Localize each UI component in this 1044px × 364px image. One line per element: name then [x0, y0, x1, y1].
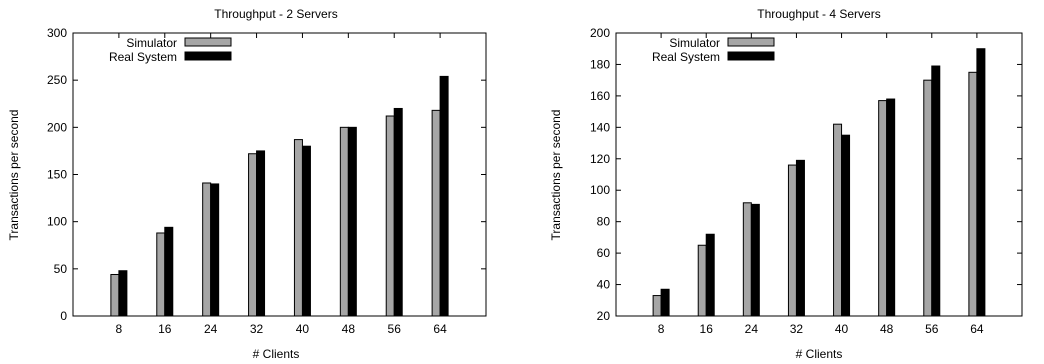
- bar-simulator: [878, 100, 888, 317]
- x-tick-label: 56: [388, 322, 402, 336]
- legend-label-real-system: Real System: [109, 50, 177, 64]
- bar-real-system: [439, 75, 449, 317]
- bar-real-system: [347, 126, 357, 317]
- legend-label-real-system: Real System: [652, 50, 720, 64]
- y-tick-label: 120: [590, 152, 610, 166]
- x-tick-label: 16: [158, 322, 172, 336]
- bar-simulator: [110, 273, 120, 317]
- bar-simulator: [697, 244, 707, 317]
- bar-simulator: [339, 126, 349, 317]
- y-tick-label: 150: [47, 168, 67, 182]
- chart-title: Throughput - 4 Servers: [757, 7, 880, 21]
- y-tick-label: 60: [597, 246, 611, 260]
- x-tick-label: 48: [880, 322, 894, 336]
- bar-real-system: [705, 233, 715, 317]
- bar-simulator: [293, 139, 303, 317]
- bar-simulator: [787, 164, 797, 317]
- y-tick-label: 50: [54, 262, 68, 276]
- bar-real-system: [301, 145, 311, 317]
- x-tick-label: 32: [250, 322, 264, 336]
- x-tick-label: 56: [925, 322, 939, 336]
- x-tick-label: 40: [296, 322, 310, 336]
- y-tick-label: 0: [60, 309, 67, 323]
- chart-4-servers: Throughput - 4 Servers Transactions per …: [549, 7, 1023, 361]
- y-tick-label: 140: [590, 120, 610, 134]
- x-tick-label: 8: [658, 322, 665, 336]
- bar-real-system: [164, 226, 174, 317]
- plot-area: 0 50 100 150 200 250 300 8 16 24 32 40 48 56 64 Simulat…: [47, 26, 487, 336]
- bar-simulator: [202, 182, 212, 317]
- bar-simulator: [833, 123, 843, 317]
- x-tick-label: 24: [745, 322, 759, 336]
- bar-simulator: [156, 232, 166, 317]
- plot-area: 20 40 60 80 100 120 140 160 180 200 8 16 24 32 40 48 56 6…: [590, 26, 1023, 336]
- bar-real-system: [795, 159, 805, 317]
- bar-simulator: [968, 71, 978, 317]
- legend-swatch-simulator: [727, 37, 775, 47]
- legend-swatch-simulator: [184, 37, 232, 47]
- y-tick-label: 200: [47, 120, 67, 134]
- y-tick-label: 100: [47, 215, 67, 229]
- bar-real-system: [750, 203, 760, 317]
- y-axis-label: Transactions per second: [549, 110, 563, 241]
- x-tick-label: 8: [116, 322, 123, 336]
- bar-real-system: [210, 183, 220, 317]
- bar-real-system: [256, 150, 266, 317]
- y-tick-label: 40: [597, 278, 611, 292]
- x-tick-label: 32: [790, 322, 804, 336]
- x-axis-label: # Clients: [796, 347, 843, 361]
- y-tick-label: 100: [590, 183, 610, 197]
- x-tick-label: 48: [342, 322, 356, 336]
- chart-2-servers: Throughput - 2 Servers Transactions per …: [7, 7, 487, 361]
- y-tick-label: 20: [597, 309, 611, 323]
- x-tick-label: 24: [204, 322, 218, 336]
- bar-real-system: [660, 288, 670, 317]
- bar-simulator: [431, 109, 441, 317]
- y-tick-label: 80: [597, 215, 611, 229]
- y-axis-label: Transactions per second: [7, 110, 21, 241]
- x-axis-label: # Clients: [253, 347, 300, 361]
- legend-swatch-real-system: [727, 51, 775, 61]
- x-tick-label: 16: [700, 322, 714, 336]
- bar-real-system: [931, 65, 941, 317]
- bar-simulator: [248, 153, 258, 317]
- chart-title: Throughput - 2 Servers: [214, 7, 337, 21]
- x-tick-label: 64: [433, 322, 447, 336]
- y-tick-label: 250: [47, 73, 67, 87]
- legend-swatch-real-system: [184, 51, 232, 61]
- bar-real-system: [841, 134, 851, 317]
- plot-frame: [72, 32, 487, 317]
- y-tick-label: 200: [590, 26, 610, 40]
- bar-simulator: [923, 79, 933, 317]
- y-tick-label: 300: [47, 26, 67, 40]
- x-tick-label: 40: [835, 322, 849, 336]
- x-tick-label: 64: [970, 322, 984, 336]
- bar-real-system: [393, 107, 403, 317]
- bar-simulator: [385, 115, 395, 317]
- bar-simulator: [652, 295, 662, 317]
- bar-simulator: [742, 202, 752, 317]
- bar-real-system: [886, 98, 896, 317]
- bar-real-system: [118, 270, 128, 317]
- legend-label-simulator: Simulator: [126, 36, 177, 50]
- bar-real-system: [976, 48, 986, 317]
- legend-label-simulator: Simulator: [669, 36, 720, 50]
- y-tick-label: 180: [590, 57, 610, 71]
- y-tick-label: 160: [590, 89, 610, 103]
- plot-frame: [615, 32, 1023, 317]
